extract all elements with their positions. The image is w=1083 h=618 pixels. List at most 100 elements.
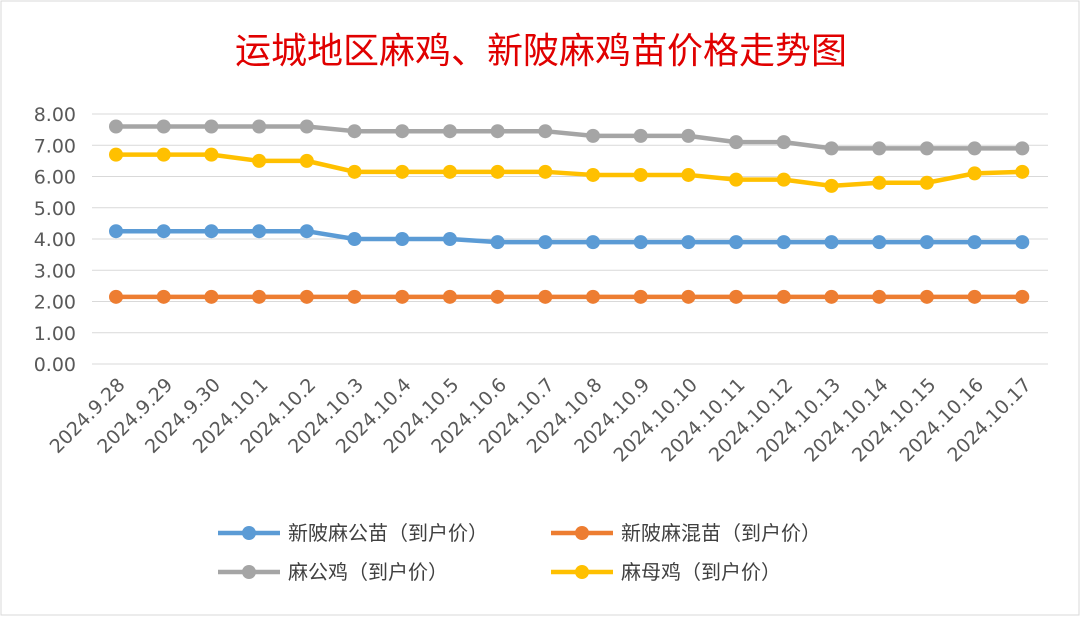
y-tick-label: 3.00	[34, 260, 76, 282]
series-line	[113, 152, 1025, 189]
chart-title: 运城地区麻鸡、新陂麻鸡苗价格走势图	[235, 31, 847, 72]
y-tick-label: 5.00	[34, 198, 76, 220]
data-point	[252, 153, 267, 168]
legend-swatch-marker	[242, 565, 256, 579]
series-line	[113, 228, 1025, 245]
data-point	[204, 289, 219, 304]
data-point	[109, 224, 123, 239]
y-tick-label: 4.00	[34, 229, 76, 251]
data-point	[156, 147, 171, 162]
legend-label: 麻公鸡（到户价）	[288, 560, 448, 584]
legend-item: 麻公鸡（到户价）	[218, 560, 448, 584]
data-point	[395, 124, 410, 139]
series-lines	[109, 119, 1030, 304]
data-point	[729, 289, 744, 304]
data-point	[872, 175, 887, 190]
data-point	[824, 141, 839, 156]
data-point	[1015, 141, 1030, 156]
data-point	[538, 235, 553, 250]
data-point	[967, 166, 982, 181]
y-axis-ticks: 0.00 1.00 2.00 3.00 4.00 5.00 6.00 7.00 8.00	[34, 104, 76, 376]
data-point	[967, 289, 982, 304]
data-point	[633, 289, 648, 304]
data-point	[395, 164, 410, 179]
data-point	[586, 128, 600, 143]
data-point	[1015, 289, 1030, 304]
data-point	[776, 172, 791, 187]
data-point	[538, 164, 553, 179]
data-point	[586, 167, 600, 182]
data-point	[538, 289, 553, 304]
data-point	[586, 289, 600, 304]
data-point	[442, 124, 457, 139]
legend-item: 新陂麻混苗（到户价）	[551, 521, 821, 545]
data-point	[633, 167, 648, 182]
data-point	[299, 289, 314, 304]
data-point	[347, 289, 362, 304]
series-4	[109, 147, 1030, 193]
data-point	[252, 224, 267, 239]
data-point	[872, 141, 887, 156]
data-point	[490, 164, 505, 179]
series-1	[109, 224, 1030, 250]
y-tick-label: 7.00	[34, 135, 76, 157]
data-point	[299, 224, 314, 239]
y-tick-label: 6.00	[34, 167, 76, 189]
data-point	[776, 235, 791, 250]
y-tick-label: 0.00	[34, 354, 76, 376]
data-point	[1015, 235, 1030, 250]
data-point	[538, 124, 553, 139]
data-point	[967, 235, 982, 250]
series-2	[109, 289, 1030, 304]
data-point	[776, 135, 791, 150]
data-point	[109, 147, 123, 162]
data-point	[633, 235, 648, 250]
data-point	[872, 235, 887, 250]
data-point	[156, 224, 171, 239]
data-point	[681, 167, 696, 182]
data-point	[1015, 164, 1030, 179]
legend-label: 麻母鸡（到户价）	[621, 560, 781, 584]
data-point	[156, 119, 171, 134]
data-point	[109, 289, 123, 304]
data-point	[442, 164, 457, 179]
data-point	[109, 119, 123, 134]
data-point	[204, 119, 219, 134]
legend-item: 新陂麻公苗（到户价）	[218, 521, 488, 545]
data-point	[395, 289, 410, 304]
data-point	[919, 235, 934, 250]
data-point	[299, 119, 314, 134]
data-point	[586, 235, 600, 250]
legend-label: 新陂麻混苗（到户价）	[621, 521, 821, 545]
data-point	[252, 119, 267, 134]
legend-item: 麻母鸡（到户价）	[551, 560, 781, 584]
data-point	[252, 289, 267, 304]
data-point	[967, 141, 982, 156]
data-point	[919, 289, 934, 304]
data-point	[204, 224, 219, 239]
series-3	[109, 119, 1030, 156]
data-point	[395, 232, 410, 246]
data-point	[442, 232, 457, 246]
data-point	[681, 235, 696, 250]
data-point	[633, 128, 648, 143]
data-point	[347, 232, 362, 246]
legend-label: 新陂麻公苗（到户价）	[288, 521, 488, 545]
data-point	[729, 135, 744, 150]
gridlines	[92, 113, 1048, 365]
data-point	[204, 147, 219, 162]
data-point	[919, 175, 934, 190]
data-point	[776, 289, 791, 304]
data-point	[490, 124, 505, 139]
data-point	[872, 289, 887, 304]
legend-swatch-marker	[575, 565, 589, 579]
data-point	[824, 178, 839, 193]
data-point	[347, 124, 362, 139]
data-point	[347, 164, 362, 179]
data-point	[919, 141, 934, 156]
data-point	[824, 289, 839, 304]
data-point	[299, 153, 314, 168]
